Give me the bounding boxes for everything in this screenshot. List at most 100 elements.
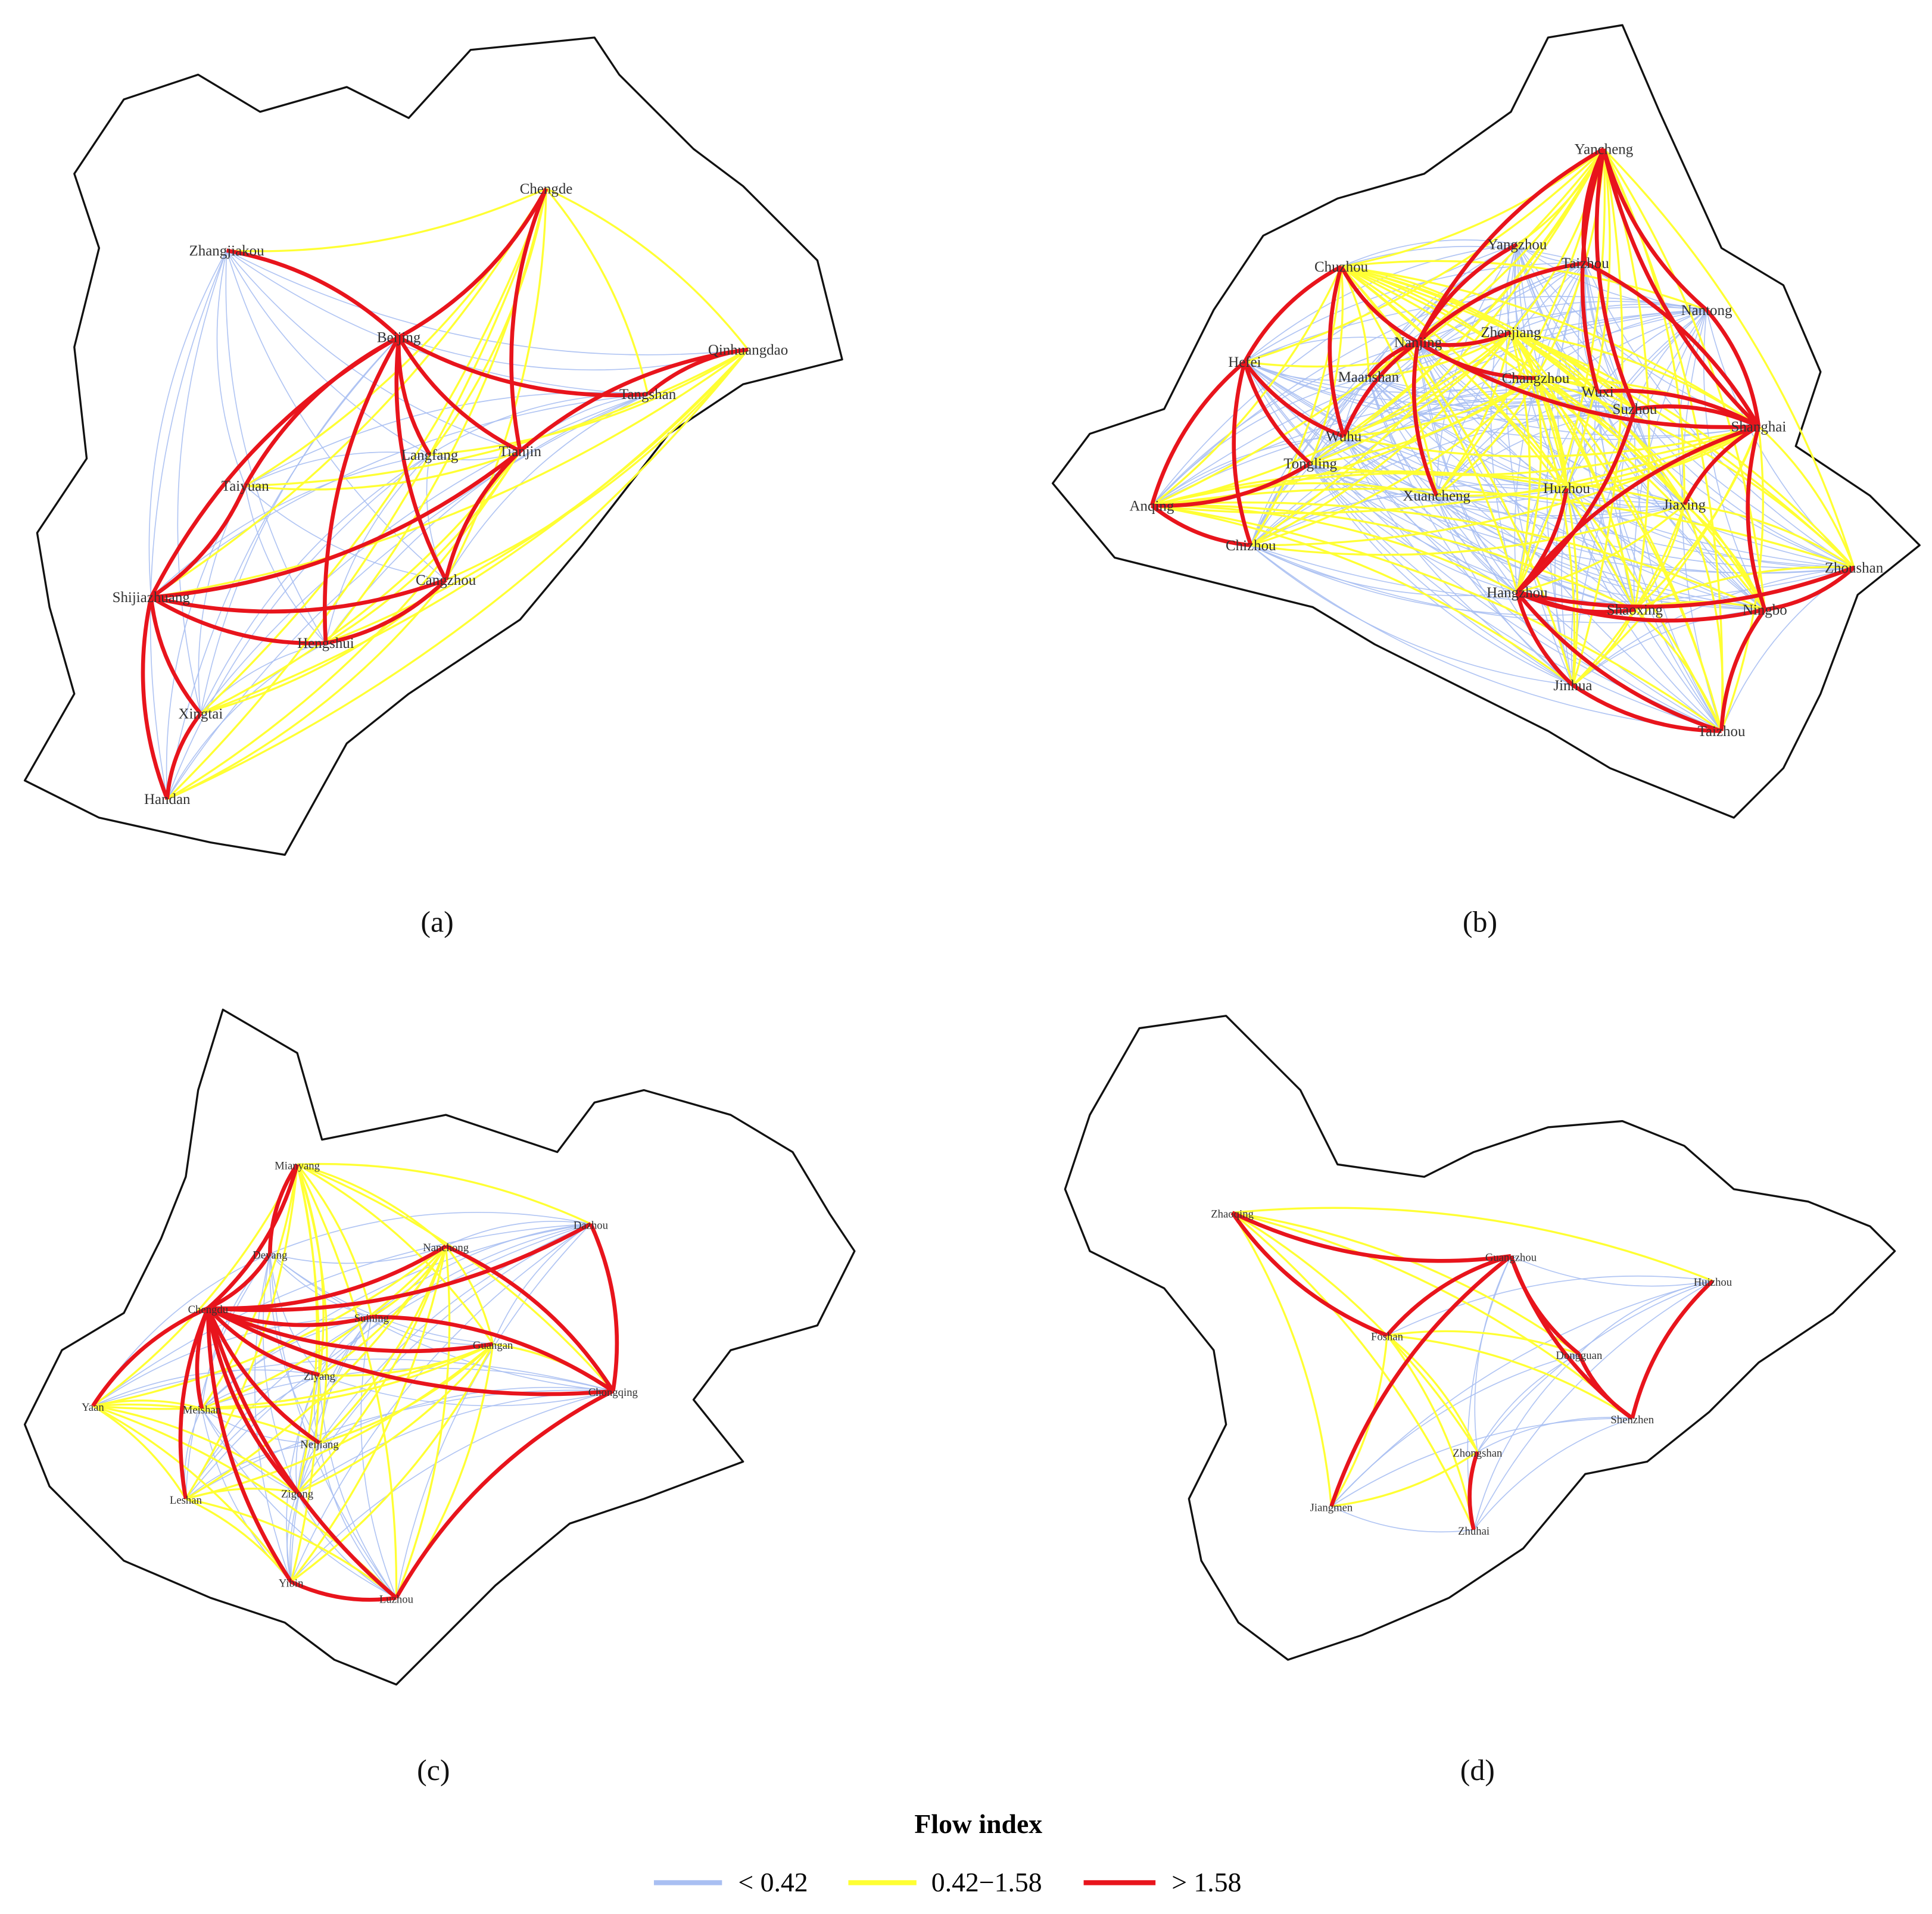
medium-flow xyxy=(445,1245,494,1345)
legend-label: > 1.58 xyxy=(1171,1867,1241,1897)
weak-flow xyxy=(319,1443,397,1598)
city-label: Tongling xyxy=(1283,456,1337,472)
city-label: Beijing xyxy=(377,330,420,346)
strong-flow xyxy=(1342,340,1419,437)
legend-title: Flow index xyxy=(914,1809,1042,1839)
weak-flow xyxy=(1250,484,1567,546)
city-label: Nanchong xyxy=(423,1242,469,1254)
weak-flow xyxy=(295,1374,320,1493)
medium-flow xyxy=(1603,148,1855,568)
medium-flow xyxy=(185,1498,292,1583)
weak-flow xyxy=(297,1223,591,1493)
weak-flow xyxy=(1417,341,1855,568)
strong-flow xyxy=(149,597,202,715)
medium-flow xyxy=(166,450,521,800)
medium-flow xyxy=(1310,331,1512,465)
medium-flow xyxy=(185,1498,397,1599)
weak-flow xyxy=(1368,376,1437,496)
medium-flow xyxy=(167,579,447,800)
medium-flow xyxy=(1151,504,1573,686)
strong-flow xyxy=(325,578,447,646)
medium-flow xyxy=(226,188,547,253)
weak-flow xyxy=(1417,341,1685,505)
weak-flow xyxy=(151,394,648,598)
medium-flow xyxy=(546,188,749,351)
strong-flow xyxy=(141,597,169,800)
city-label: Shanghai xyxy=(1731,419,1786,435)
strong-flow xyxy=(323,336,401,644)
weak-flow xyxy=(1473,1353,1579,1530)
city-label: Zhaoqing xyxy=(1211,1208,1254,1221)
medium-flow xyxy=(1341,266,1722,732)
city-label: Qinhuangdao xyxy=(708,342,788,358)
strong-flow xyxy=(243,335,400,487)
weak-flow xyxy=(270,1212,591,1254)
weak-flow xyxy=(319,1374,397,1598)
medium-flow xyxy=(92,1245,447,1407)
weak-flow xyxy=(1597,391,1722,731)
strong-flow xyxy=(1242,361,1312,465)
strong-flow xyxy=(1151,462,1311,508)
weak-flow xyxy=(216,250,246,487)
city-label: Tianjin xyxy=(499,444,542,460)
medium-flow xyxy=(1516,149,1606,593)
city-label: Changzhou xyxy=(1502,370,1570,386)
city-label: Shijiazhuang xyxy=(113,590,190,606)
medium-flow xyxy=(1510,331,1766,610)
weak-flow xyxy=(166,454,431,800)
medium-flow xyxy=(1244,148,1605,363)
medium-flow xyxy=(395,1246,451,1598)
weak-flow xyxy=(1343,435,1567,490)
strong-flow xyxy=(444,450,522,581)
medium-flow xyxy=(297,1162,591,1225)
medium-flow xyxy=(1330,1335,1388,1507)
weak-flow xyxy=(319,1316,372,1376)
medium-flow xyxy=(185,1343,494,1500)
medium-flow xyxy=(1341,266,1685,506)
weak-flow xyxy=(166,336,400,800)
strong-flow xyxy=(1516,565,1855,609)
city-label: Nanjing xyxy=(1394,335,1442,351)
weak-flow xyxy=(149,250,228,800)
city-label: Leshan xyxy=(170,1494,202,1507)
city-label: Tangshan xyxy=(619,386,677,403)
weak-flow xyxy=(1368,376,1573,686)
strong-flow xyxy=(1231,1211,1512,1263)
medium-flow xyxy=(1250,377,1537,547)
strong-flow xyxy=(1516,408,1637,594)
weak-flow xyxy=(245,451,430,487)
city-label: Huzhou xyxy=(1543,481,1590,497)
city-label: Langfang xyxy=(401,447,459,463)
city-label: Shenzhen xyxy=(1610,1414,1654,1426)
strong-flow xyxy=(1417,330,1512,347)
weak-flow xyxy=(1516,244,1635,610)
region-outline xyxy=(23,36,843,856)
medium-flow xyxy=(1151,470,1567,507)
city-label: Ziyang xyxy=(304,1370,335,1383)
weak-flow xyxy=(1310,463,1517,593)
medium-flow xyxy=(92,1405,187,1500)
medium-flow xyxy=(1151,504,1518,594)
strong-flow xyxy=(1243,360,1345,438)
weak-flow xyxy=(1578,1280,1713,1355)
weak-flow xyxy=(177,250,228,714)
strong-flow xyxy=(206,1307,320,1377)
weak-flow xyxy=(1417,301,1707,343)
weak-flow xyxy=(1331,1505,1474,1533)
region-outline xyxy=(1064,1015,1896,1661)
weak-flow xyxy=(1244,361,1536,394)
city-label: Cangzhou xyxy=(416,572,476,588)
city-label: Taizhou xyxy=(1562,255,1609,272)
medium-flow xyxy=(429,348,749,456)
city-label: Foshan xyxy=(1371,1331,1404,1343)
weak-flow xyxy=(1570,409,1635,685)
strong-flow xyxy=(1601,148,1760,428)
medium-flow xyxy=(1683,504,1724,731)
medium-flow xyxy=(92,1405,397,1599)
medium-flow xyxy=(1386,1335,1475,1530)
strong-flow xyxy=(1597,388,1760,428)
medium-flow xyxy=(1510,332,1531,593)
weak-flow xyxy=(245,485,446,581)
city-label: Guangzhou xyxy=(1485,1252,1537,1264)
city-label: Taizhou xyxy=(1698,724,1746,740)
